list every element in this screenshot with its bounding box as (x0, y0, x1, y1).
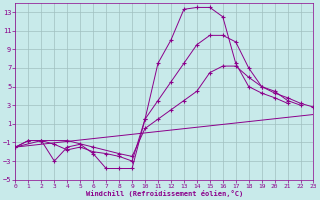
X-axis label: Windchill (Refroidissement éolien,°C): Windchill (Refroidissement éolien,°C) (86, 190, 243, 197)
